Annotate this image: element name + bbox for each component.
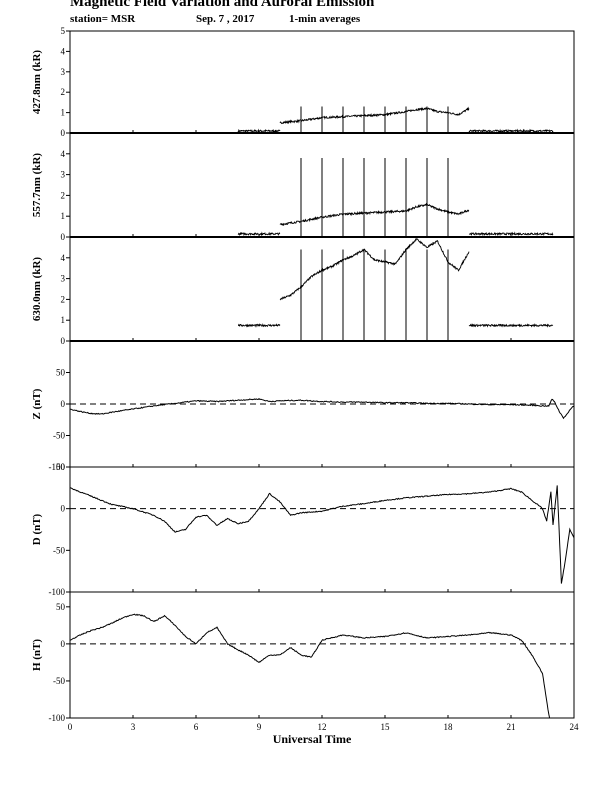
y-tick-label-aurora-6300: 1 xyxy=(61,315,66,325)
panel-frame-mag-d xyxy=(69,466,575,593)
y-tick-label-aurora-4278: 2 xyxy=(61,87,66,97)
y-tick-label-mag-z: -100 xyxy=(49,462,66,472)
x-tick-label: 18 xyxy=(444,722,454,732)
y-tick-label-aurora-6300: 3 xyxy=(61,274,66,284)
y-axis-label-mag-h: H (nT) xyxy=(31,639,43,671)
y-tick-label-mag-h: -50 xyxy=(53,676,65,686)
y-tick-label-mag-h: 0 xyxy=(61,639,66,649)
y-tick-label-mag-d: -100 xyxy=(49,587,66,597)
y-tick-label-aurora-6300: 2 xyxy=(61,294,66,304)
chart-title: Magnetic Field Variation and Auroral Emi… xyxy=(70,0,375,10)
x-tick-label: 6 xyxy=(194,722,199,732)
x-tick-label: 15 xyxy=(381,722,391,732)
series-line-aurora-6300-2 xyxy=(468,323,554,328)
date-label: Sep. 7 , 2017 xyxy=(196,13,255,25)
x-tick-label: 24 xyxy=(570,722,580,732)
series-line-mag-h-0 xyxy=(69,613,574,719)
y-tick-label-mag-z: 0 xyxy=(61,399,66,409)
y-tick-label-aurora-5577: 1 xyxy=(61,211,66,221)
y-tick-label-aurora-4278: 3 xyxy=(61,67,66,77)
x-tick-label: 12 xyxy=(318,722,327,732)
y-tick-label-aurora-5577: 4 xyxy=(61,149,66,159)
x-tick-label: 21 xyxy=(507,722,516,732)
y-tick-label-mag-d: 0 xyxy=(61,504,66,514)
y-tick-label-mag-z: -50 xyxy=(53,431,65,441)
series-line-mag-z-0 xyxy=(69,397,575,420)
y-axis-label-aurora-4278: 427.8nm (kR) xyxy=(31,50,43,115)
x-axis-label: Universal Time xyxy=(273,732,352,746)
y-tick-label-aurora-6300: 0 xyxy=(61,336,66,346)
y-axis-label-aurora-5577: 557.7nm (kR) xyxy=(31,153,43,218)
series-line-aurora-5577-1 xyxy=(279,202,470,227)
series-line-aurora-6300-1 xyxy=(279,237,470,301)
averaging-label: 1-min averages xyxy=(289,13,361,25)
y-tick-label-mag-h: -100 xyxy=(49,713,66,723)
y-axis-label-mag-d: D (nT) xyxy=(31,513,43,545)
y-tick-label-aurora-6300: 4 xyxy=(61,253,66,263)
y-tick-label-aurora-4278: 4 xyxy=(61,46,66,56)
y-tick-label-aurora-5577: 0 xyxy=(61,232,66,242)
y-axis-label-aurora-6300: 630.0nm (kR) xyxy=(31,257,43,322)
y-tick-label-aurora-5577: 3 xyxy=(61,170,66,180)
y-tick-label-aurora-5577: 2 xyxy=(61,190,66,200)
series-line-aurora-4278-1 xyxy=(279,106,470,125)
y-tick-label-aurora-4278: 0 xyxy=(61,128,66,138)
x-tick-label: 9 xyxy=(257,722,262,732)
series-line-aurora-5577-2 xyxy=(468,231,554,237)
series-line-aurora-6300-0 xyxy=(238,323,281,328)
y-tick-label-mag-d: 50 xyxy=(56,462,66,472)
y-tick-label-mag-z: 50 xyxy=(56,368,66,378)
x-tick-label: 0 xyxy=(68,722,73,732)
chart-header: Magnetic Field Variation and Auroral Emi… xyxy=(0,0,612,30)
x-tick-label: 3 xyxy=(131,722,136,732)
y-tick-label-mag-d: -50 xyxy=(53,545,65,555)
station-label: station= MSR xyxy=(70,13,136,25)
y-tick-label-aurora-4278: 1 xyxy=(61,108,66,118)
series-line-mag-d-0 xyxy=(69,485,575,584)
y-axis-label-mag-z: Z (nT) xyxy=(31,388,43,419)
panel-frame-mag-h xyxy=(69,591,575,719)
y-tick-label-aurora-4278: 5 xyxy=(61,26,66,36)
y-tick-label-mag-h: 50 xyxy=(56,602,66,612)
